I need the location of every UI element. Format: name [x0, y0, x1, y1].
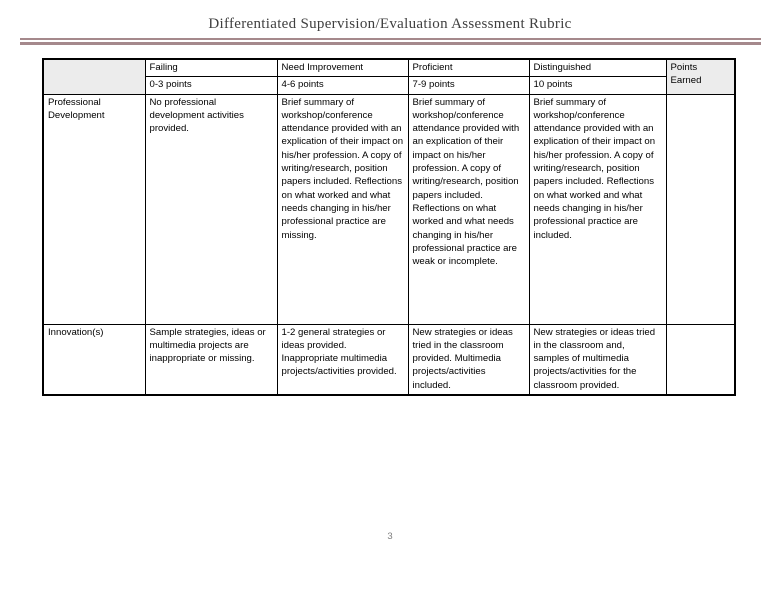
points-range-proficient: 7-9 points: [407, 76, 530, 95]
document-title: Differentiated Supervision/Evaluation As…: [208, 16, 572, 32]
header-row-levels: Failing Need Improvement Proficient Dist…: [42, 58, 736, 95]
column-header-proficient: Proficient: [407, 58, 530, 78]
points-earned-cell: [665, 93, 736, 325]
corner-cell: [42, 58, 146, 95]
column-header-distinguished: Distinguished: [528, 58, 667, 78]
table-row-innovations: Innovation(s) Sample strategies, ideas o…: [42, 323, 736, 396]
points-range-failing: 0-3 points: [144, 76, 278, 95]
rubric-cell-distinguished: New strategies or ideas tried in the cla…: [528, 323, 667, 396]
rubric-cell-proficient: Brief summary of workshop/conference att…: [407, 93, 530, 325]
column-header-failing: Failing: [144, 58, 278, 78]
title-double-rule: [20, 38, 761, 45]
rubric-cell-need-improvement: 1-2 general strategies or ideas provided…: [276, 323, 409, 396]
points-range-distinguished: 10 points: [528, 76, 667, 95]
column-header-need-improvement: Need Improvement: [276, 58, 409, 78]
rubric-cell-distinguished: Brief summary of workshop/conference att…: [528, 93, 667, 325]
rubric-cell-proficient: New strategies or ideas tried in the cla…: [407, 323, 530, 396]
table-row-professional-development: Professional Development No professional…: [42, 93, 736, 325]
rubric-cell-need-improvement: Brief summary of workshop/conference att…: [276, 93, 409, 325]
column-header-points-earned: Points Earned: [665, 58, 736, 95]
page-number: 3: [387, 531, 393, 542]
rubric-cell-failing: Sample strategies, ideas or multimedia p…: [144, 323, 278, 396]
rubric-table: Failing Need Improvement Proficient Dist…: [42, 58, 736, 397]
rubric-cell-failing: No professional development activities p…: [144, 93, 278, 325]
row-category: Professional Development: [42, 93, 146, 325]
header-row-points: 0-3 points 4-6 points 7-9 points 10 poin…: [43, 76, 735, 95]
points-range-need-improvement: 4-6 points: [276, 76, 409, 95]
row-category: Innovation(s): [42, 323, 146, 396]
points-earned-cell: [665, 323, 736, 396]
